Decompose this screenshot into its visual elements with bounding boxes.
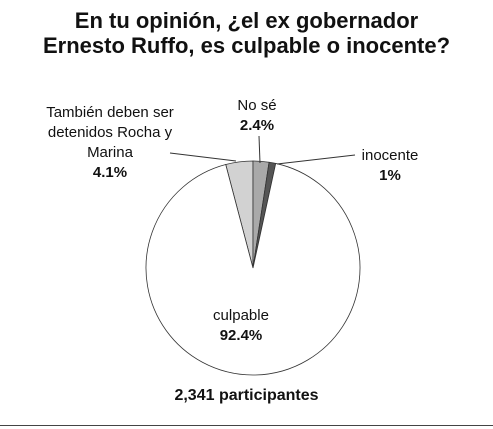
value-label: 2.4% (239, 117, 275, 134)
value-label: 1% (379, 167, 401, 184)
leader-line (169, 152, 237, 162)
category-label: No sé (237, 97, 277, 114)
slice-label: culpable 92.4% (191, 306, 291, 346)
category-label: culpable (213, 307, 269, 324)
slice-label: inocente 1% (345, 146, 435, 186)
pie-slice (145, 162, 361, 376)
leader-line (276, 154, 356, 165)
category-label: También deben ser detenidos Rocha y Mari… (46, 104, 174, 161)
chart-title: En tu opinión, ¿el ex gobernador Ernesto… (42, 8, 451, 58)
slice-label: También deben ser detenidos Rocha y Mari… (40, 103, 180, 183)
slice-label: No sé 2.4% (217, 96, 297, 136)
bottom-rule (0, 425, 493, 426)
value-label: 92.4% (219, 327, 263, 344)
participants-note: 2,341 participantes (174, 387, 319, 404)
leader-line (258, 135, 261, 164)
category-label: inocente (361, 147, 419, 164)
value-label: 4.1% (92, 164, 128, 181)
